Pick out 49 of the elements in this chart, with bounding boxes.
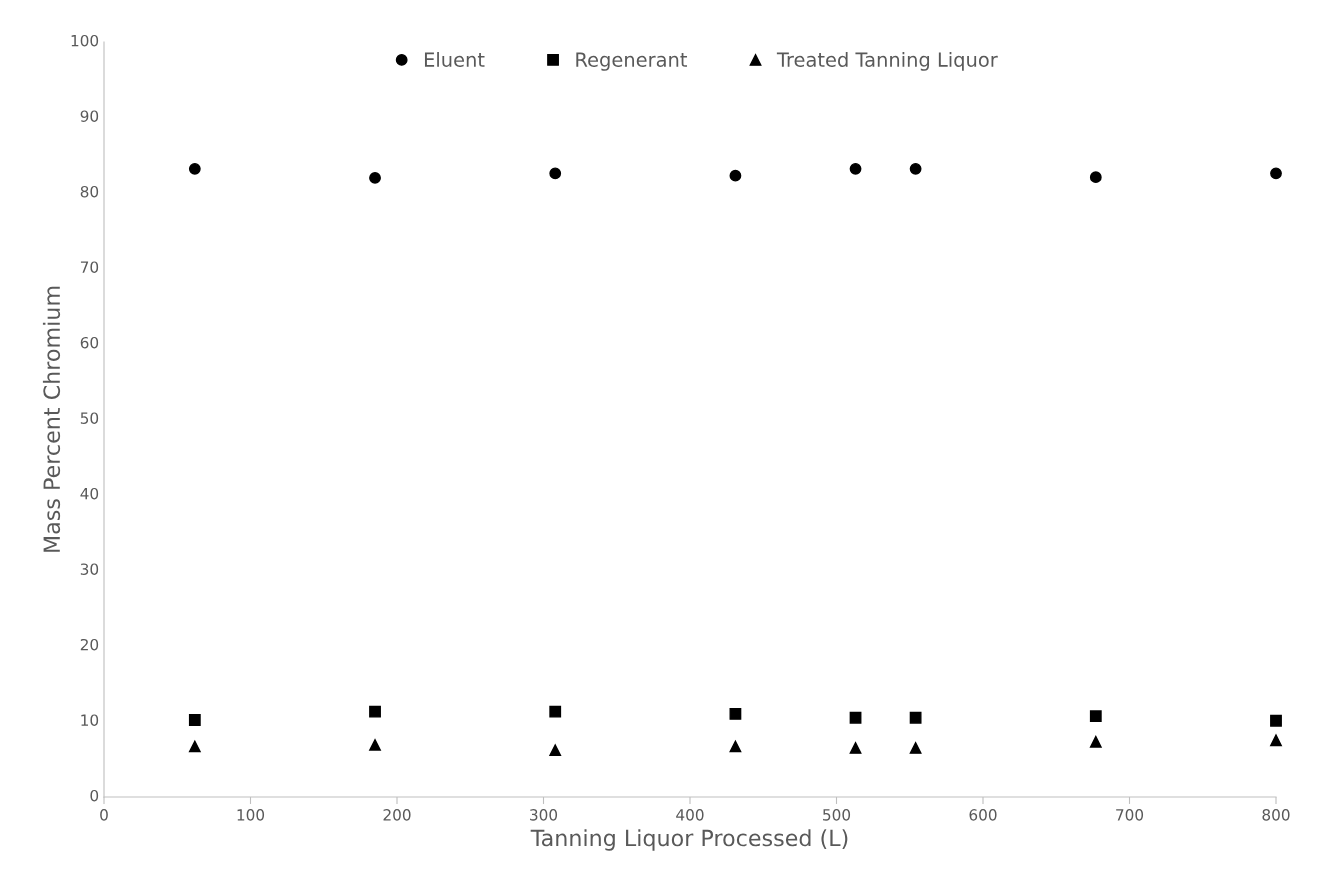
x-tick-label: 500: [823, 809, 851, 821]
x-tick-label: 300: [530, 809, 558, 821]
point: [1089, 171, 1102, 184]
x-axis-title: Tanning Liquor Processed (L): [530, 829, 848, 851]
x-tick-label: 0: [100, 809, 108, 821]
point: [1270, 734, 1282, 747]
point: [909, 162, 922, 175]
x-tick-label: 400: [676, 809, 704, 821]
legend-label: Eluent: [424, 51, 485, 67]
point: [729, 708, 742, 720]
y-tick-label: 60: [80, 336, 99, 349]
y-axis-title: Mass Percent Chromium: [42, 286, 61, 552]
point: [1270, 714, 1282, 727]
point: [849, 711, 862, 724]
y-tick-label: 10: [81, 714, 99, 726]
y-tick-label: 50: [80, 412, 99, 424]
point: [1089, 710, 1102, 723]
x-tick-label: 700: [1116, 809, 1144, 821]
point: [909, 742, 922, 754]
point: [369, 171, 381, 184]
point: [549, 744, 562, 757]
y-tick-label: 40: [80, 487, 99, 500]
point: [1089, 735, 1102, 748]
point: [729, 169, 742, 182]
point: [369, 705, 381, 718]
y-tick-label: 80: [80, 185, 99, 198]
point: [849, 162, 862, 175]
point: [729, 740, 742, 753]
legend-label: Regenerant: [576, 52, 688, 71]
point: [188, 740, 201, 753]
point: [849, 742, 862, 754]
y-tick-label: 0: [90, 789, 99, 802]
point: [549, 705, 562, 718]
y-tick-label: 30: [80, 563, 99, 575]
y-tick-label: 70: [80, 261, 99, 273]
point: [369, 739, 381, 751]
y-tick-label: 20: [80, 638, 99, 651]
y-tick-label: 100: [71, 34, 99, 47]
legend-label: Treated Tanning Liquor: [776, 51, 998, 71]
x-tick-label: 100: [237, 809, 265, 821]
point: [188, 162, 201, 175]
x-tick-label: 200: [383, 809, 411, 821]
point: [909, 711, 922, 724]
y-tick-label: 90: [80, 110, 99, 122]
x-tick-label: 600: [969, 809, 997, 821]
point: [549, 167, 562, 180]
point: [1270, 167, 1282, 180]
point: [188, 714, 201, 726]
x-tick-label: 800: [1262, 809, 1290, 821]
